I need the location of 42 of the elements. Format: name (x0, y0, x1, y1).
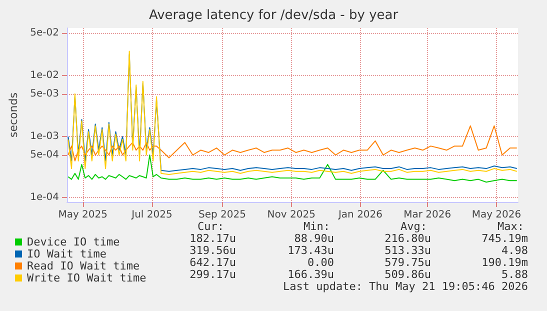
text: 173.43u (288, 244, 334, 257)
text: 5.88 (502, 268, 528, 281)
y-tick-label: 1e-02 (30, 70, 59, 82)
text: 190.19m (482, 256, 528, 269)
text: 513.33u (384, 244, 431, 257)
text: 642.17u (190, 256, 236, 269)
line-series (68, 154, 518, 183)
text: 216.80u (384, 232, 431, 245)
y-tick-label: 5e-03 (30, 88, 59, 100)
legend-label: Write IO Wait time (27, 272, 146, 284)
legend-label: Read IO Wait time (27, 260, 140, 272)
x-tick-label: Jul 2025 (130, 210, 172, 220)
y-tick-label: 1e-04 (30, 192, 59, 204)
text: 299.17u (190, 268, 236, 281)
y-tick-label: 1e-03 (30, 131, 59, 142)
line-series (68, 125, 518, 162)
text: Cur: (198, 220, 224, 233)
legend-label: IO Wait time (27, 248, 106, 260)
text: Last update: Thu May 21 19:05:46 2026 (282, 280, 528, 293)
x-tick-label: Mar 2026 (404, 210, 452, 220)
text: 745.19m (482, 232, 528, 245)
text: 88.90u (294, 232, 334, 245)
y-tick-label: 5e-04 (30, 149, 59, 160)
x-tick-label: Sep 2025 (198, 210, 246, 220)
text: Min: (304, 220, 330, 233)
text: 182.17u (190, 232, 236, 245)
text: Max: (498, 220, 524, 233)
x-tick-label: Nov 2025 (267, 210, 316, 220)
text: 509.86u (384, 268, 431, 281)
y-tick-label: 5e-02 (30, 27, 59, 38)
text: 319.56u (190, 244, 236, 257)
chart-title: Average latency for /dev/sda - by year (148, 8, 399, 23)
text: 4.98 (502, 244, 528, 257)
text: 166.39u (288, 268, 334, 281)
x-tick-label: May 2025 (58, 210, 108, 220)
y-axis-title: seconds (7, 92, 20, 138)
x-tick-label: Jan 2026 (337, 210, 383, 220)
text: Avg: (400, 220, 428, 233)
legend-label: Device IO time (27, 236, 120, 248)
text: 0.00 (308, 256, 334, 269)
text: 579.75u (384, 256, 431, 269)
x-tick-label: May 2026 (472, 210, 522, 220)
